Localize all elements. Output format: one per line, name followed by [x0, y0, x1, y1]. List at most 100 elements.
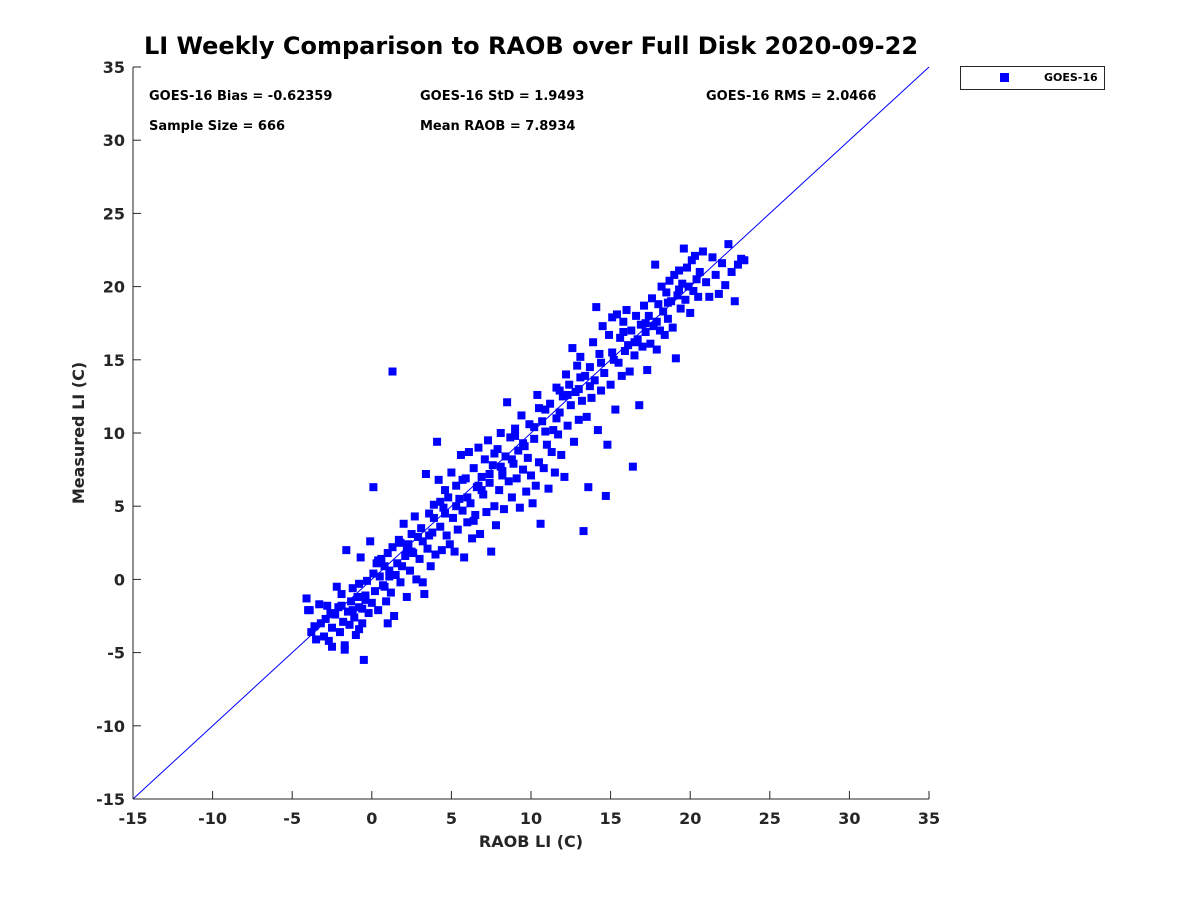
data-point	[355, 579, 364, 588]
data-point	[331, 610, 340, 619]
data-point	[436, 497, 445, 506]
data-point	[555, 386, 564, 395]
data-point	[595, 349, 604, 358]
stats-annotations: GOES-16 Bias = -0.62359 GOES-16 StD = 1.…	[149, 89, 876, 134]
data-point	[366, 537, 375, 546]
data-point	[441, 486, 450, 495]
data-point	[652, 317, 661, 326]
data-point	[563, 421, 572, 430]
legend: GOES-16	[960, 66, 1105, 90]
y-tick-label: 20	[103, 278, 125, 297]
data-point	[557, 450, 566, 459]
data-point	[577, 396, 586, 405]
data-point	[517, 411, 526, 420]
data-point	[622, 306, 631, 315]
data-point	[469, 516, 478, 525]
data-point	[705, 292, 714, 301]
data-point	[616, 333, 625, 342]
data-point	[695, 267, 704, 276]
data-point	[391, 571, 400, 580]
stat-std: GOES-16 StD = 1.9493	[420, 89, 584, 104]
data-point	[541, 427, 550, 436]
data-point	[659, 307, 668, 316]
data-point	[374, 606, 383, 615]
data-point	[630, 338, 639, 347]
data-point	[530, 434, 539, 443]
data-point	[606, 380, 615, 389]
data-point	[388, 543, 397, 552]
data-point	[340, 645, 349, 654]
data-point	[396, 578, 405, 587]
data-point	[683, 263, 692, 272]
data-point	[569, 437, 578, 446]
data-point	[380, 562, 389, 571]
data-point	[611, 405, 620, 414]
data-point	[501, 452, 510, 461]
data-point	[437, 546, 446, 555]
data-point	[566, 401, 575, 410]
data-point	[418, 537, 427, 546]
data-point	[448, 513, 457, 522]
data-point	[407, 547, 416, 556]
data-point	[574, 415, 583, 424]
data-point	[468, 534, 477, 543]
scatter-points	[302, 240, 749, 664]
data-point	[506, 433, 515, 442]
data-point	[528, 499, 537, 508]
x-tick-label: -5	[283, 809, 301, 828]
data-point	[522, 487, 531, 496]
y-tick-label: -5	[107, 644, 125, 663]
data-point	[597, 358, 606, 367]
data-point	[402, 544, 411, 553]
x-tick-label: 0	[366, 809, 377, 828]
x-tick-label: 35	[918, 809, 940, 828]
data-point	[671, 354, 680, 363]
data-point	[496, 429, 505, 437]
data-point	[302, 594, 311, 603]
data-point	[463, 518, 472, 527]
data-point	[620, 347, 629, 356]
data-point	[320, 632, 329, 641]
data-point	[447, 468, 456, 477]
data-point	[541, 405, 550, 414]
data-point	[512, 474, 521, 483]
data-point	[519, 465, 528, 474]
data-point	[668, 323, 677, 332]
data-point	[592, 303, 601, 312]
data-point	[471, 510, 480, 519]
data-point	[673, 291, 682, 300]
data-point	[496, 462, 505, 471]
data-point	[386, 588, 395, 597]
data-point	[640, 301, 649, 310]
data-point	[351, 631, 360, 640]
data-point	[718, 259, 727, 268]
data-point	[348, 606, 357, 615]
data-point	[482, 508, 491, 517]
data-point	[690, 251, 699, 260]
legend-box	[960, 66, 1105, 90]
data-point	[410, 512, 419, 521]
data-point	[463, 493, 472, 502]
data-point	[663, 298, 672, 307]
data-point	[675, 266, 684, 275]
data-point	[644, 311, 653, 320]
data-point	[480, 455, 489, 464]
data-point	[597, 386, 606, 395]
data-point	[641, 327, 650, 336]
data-point	[415, 554, 424, 563]
y-ticks: -15 -10 -5 0 5 10 15 20 25 30 35	[96, 58, 141, 809]
data-point	[316, 619, 325, 628]
data-point	[474, 481, 483, 490]
reference-line	[132, 66, 930, 800]
data-point	[370, 587, 379, 596]
data-point	[625, 367, 634, 376]
data-point	[442, 531, 451, 540]
data-point	[476, 530, 485, 539]
chart-title: LI Weekly Comparison to RAOB over Full D…	[144, 32, 918, 60]
data-point	[702, 278, 711, 287]
x-tick-label: 30	[838, 809, 860, 828]
data-point	[643, 366, 652, 375]
data-point	[490, 502, 499, 511]
data-point	[359, 655, 368, 664]
